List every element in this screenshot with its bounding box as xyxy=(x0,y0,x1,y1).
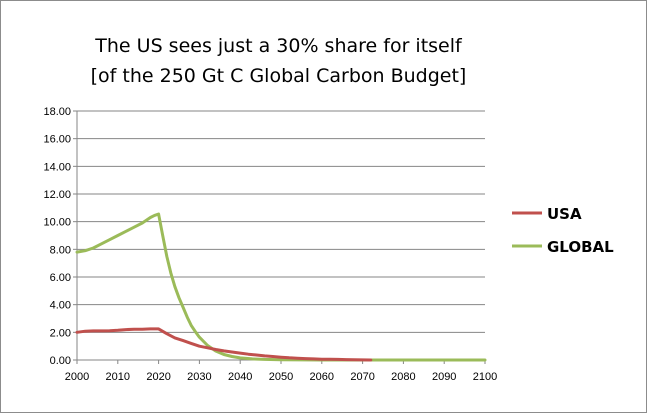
x-tick-label: 2100 xyxy=(473,371,497,383)
x-tick-label: 2050 xyxy=(269,371,293,383)
series-line-global xyxy=(75,212,487,362)
y-tick-label: 16.00 xyxy=(43,134,71,146)
x-tick-label: 2030 xyxy=(187,371,211,383)
series-line-usa xyxy=(75,327,373,362)
y-tick-label: 18.00 xyxy=(43,106,71,118)
x-tick-label: 2040 xyxy=(228,371,252,383)
legend-label-global: GLOBAL xyxy=(547,238,614,256)
legend-label-usa: USA xyxy=(547,205,582,223)
y-tick-label: 14.00 xyxy=(43,161,71,173)
y-tick-label: 10.00 xyxy=(43,217,71,229)
y-tick-label: 8.00 xyxy=(50,244,71,256)
x-tick-label: 2080 xyxy=(391,371,415,383)
x-tick-label: 2070 xyxy=(350,371,374,383)
x-tick-label: 2090 xyxy=(432,371,456,383)
x-tick-label: 2000 xyxy=(65,371,89,383)
chart-title-line-2: [of the 250 Gt C Global Carbon Budget] xyxy=(90,65,467,87)
x-tick-label: 2020 xyxy=(146,371,170,383)
y-tick-label: 6.00 xyxy=(50,272,71,284)
x-tick-label: 2010 xyxy=(106,371,130,383)
x-tick-label: 2060 xyxy=(310,371,334,383)
y-tick-label: 2.00 xyxy=(50,327,71,339)
y-tick-label: 4.00 xyxy=(50,300,71,312)
y-tick-label: 0.00 xyxy=(50,355,71,367)
y-tick-label: 12.00 xyxy=(43,189,71,201)
chart-title: The US sees just a 30% share for itself … xyxy=(1,31,556,91)
chart-title-line-1: The US sees just a 30% share for itself xyxy=(95,35,462,57)
